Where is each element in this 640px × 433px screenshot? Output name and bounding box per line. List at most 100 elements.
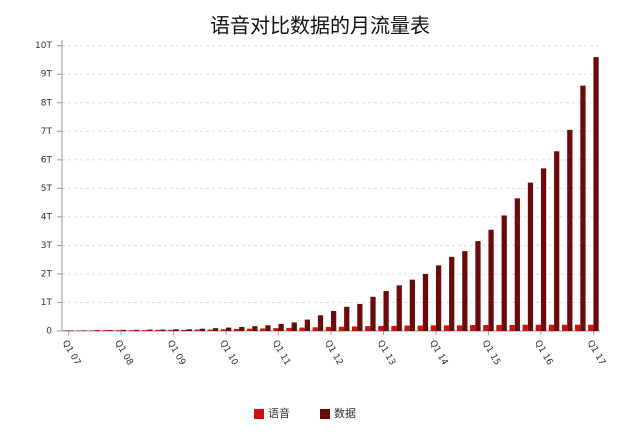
y-tick-label: 2T bbox=[41, 269, 53, 279]
x-tick-label: Q1 11 bbox=[270, 339, 292, 367]
bar bbox=[194, 329, 200, 331]
bar bbox=[443, 325, 450, 331]
bar bbox=[81, 330, 87, 331]
x-tick-label: Q1 07 bbox=[60, 339, 82, 367]
bar bbox=[155, 329, 161, 331]
bar bbox=[247, 328, 253, 331]
bar bbox=[299, 327, 305, 331]
bar bbox=[317, 315, 324, 331]
bar bbox=[370, 296, 376, 331]
bar bbox=[535, 324, 541, 331]
bar bbox=[199, 328, 206, 331]
bar bbox=[278, 323, 284, 331]
x-tick-label: Q1 15 bbox=[480, 339, 502, 367]
bar bbox=[325, 327, 331, 331]
bar bbox=[76, 330, 82, 331]
y-tick-label: 3T bbox=[41, 241, 53, 251]
bar bbox=[435, 265, 442, 331]
bar bbox=[107, 330, 114, 331]
bar bbox=[456, 325, 463, 331]
legend-text: 语音 bbox=[268, 406, 290, 420]
bar bbox=[396, 285, 402, 331]
bar bbox=[593, 57, 599, 331]
bar bbox=[94, 330, 101, 331]
y-tick-label: 0 bbox=[46, 327, 52, 337]
bar bbox=[239, 327, 245, 331]
bar bbox=[462, 251, 468, 331]
bar bbox=[501, 215, 507, 331]
legend-swatch bbox=[254, 409, 264, 419]
bar bbox=[89, 330, 95, 331]
bar bbox=[273, 328, 279, 331]
bar bbox=[567, 129, 573, 331]
bar bbox=[304, 319, 311, 331]
bar bbox=[430, 325, 436, 331]
legend-text: 数据 bbox=[334, 406, 356, 420]
x-tick-label: Q1 12 bbox=[322, 339, 344, 367]
bar bbox=[260, 328, 266, 331]
bar bbox=[422, 273, 429, 331]
bar bbox=[312, 327, 318, 331]
bar bbox=[417, 325, 423, 331]
bar bbox=[338, 326, 345, 331]
bar bbox=[514, 198, 520, 331]
bar bbox=[483, 325, 489, 331]
y-tick-label: 8T bbox=[41, 98, 53, 108]
y-tick-label: 7T bbox=[41, 127, 53, 137]
bar bbox=[449, 256, 455, 331]
bar bbox=[265, 325, 271, 331]
bar bbox=[68, 330, 74, 331]
bar bbox=[291, 322, 297, 331]
bar bbox=[404, 325, 410, 331]
y-tick-label: 6T bbox=[41, 155, 53, 165]
x-tick-label: Q1 08 bbox=[112, 339, 134, 368]
bar bbox=[181, 329, 187, 331]
bar bbox=[575, 324, 581, 331]
bar bbox=[409, 279, 415, 331]
bar bbox=[588, 324, 594, 331]
bar bbox=[233, 329, 240, 331]
bar bbox=[115, 330, 122, 331]
bar bbox=[496, 325, 502, 331]
bar bbox=[561, 324, 568, 331]
y-tick-label: 9T bbox=[41, 70, 53, 80]
x-tick-label: Q1 10 bbox=[217, 339, 239, 368]
y-tick-label: 5T bbox=[41, 184, 53, 194]
bar bbox=[186, 329, 192, 331]
bar bbox=[212, 328, 219, 331]
y-tick-label: 10T bbox=[35, 41, 52, 51]
x-tick-label: Q1 17 bbox=[585, 339, 607, 367]
bar bbox=[351, 326, 358, 331]
bar bbox=[365, 326, 371, 331]
bar bbox=[548, 324, 555, 331]
bar bbox=[554, 151, 560, 331]
bar bbox=[128, 330, 135, 331]
x-tick-label: Q1 16 bbox=[532, 339, 554, 368]
bar bbox=[522, 324, 528, 331]
bar bbox=[207, 329, 213, 331]
bar bbox=[168, 329, 174, 331]
bar bbox=[488, 229, 494, 331]
bar bbox=[391, 325, 397, 331]
bar bbox=[226, 327, 232, 331]
bar bbox=[134, 329, 140, 331]
bar bbox=[378, 325, 384, 331]
x-tick-label: Q1 13 bbox=[375, 339, 397, 367]
chart-title: 语音对比数据的月流量表 bbox=[210, 14, 430, 38]
y-tick-label: 4T bbox=[41, 212, 53, 222]
bar bbox=[220, 329, 227, 331]
bar bbox=[357, 303, 363, 331]
bar bbox=[470, 325, 476, 331]
bar bbox=[160, 329, 166, 331]
bar bbox=[344, 306, 350, 331]
bar bbox=[475, 241, 481, 331]
bar bbox=[252, 326, 258, 331]
bar bbox=[173, 329, 179, 331]
x-tick-label: Q1 09 bbox=[165, 339, 187, 368]
bar bbox=[331, 311, 337, 331]
bar bbox=[540, 168, 547, 331]
bar bbox=[102, 330, 108, 331]
bar bbox=[527, 182, 534, 331]
bar bbox=[142, 330, 148, 331]
